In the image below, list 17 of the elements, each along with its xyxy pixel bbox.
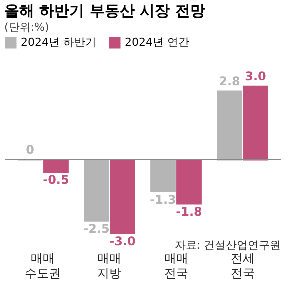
- x-tick-label: 매매 전국: [164, 252, 188, 280]
- x-tick-label: 전세 전국: [230, 252, 255, 280]
- data-label: -2.5: [84, 222, 110, 236]
- data-label: 3.0: [245, 70, 266, 84]
- chart-title: 올해 하반기 부동산 시장 전망: [4, 2, 206, 20]
- x-tick-label: 매매 지방: [98, 252, 122, 280]
- x-tick-label: 매매 수도권: [25, 252, 62, 280]
- data-label: 2.8: [219, 74, 240, 89]
- chart-subtitle: (단위:%): [4, 21, 50, 34]
- text: 자료: 건설산업연구원: [174, 239, 281, 252]
- data-label: -3.0: [110, 234, 136, 248]
- legend-label: 2024년 하반기: [21, 36, 96, 49]
- data-label: -1.8: [176, 205, 202, 220]
- data-label: -1.3: [150, 192, 176, 207]
- data-label: -0.5: [43, 173, 70, 188]
- legend-label: 2024년 연간: [125, 36, 190, 49]
- data-label: 0: [26, 143, 34, 157]
